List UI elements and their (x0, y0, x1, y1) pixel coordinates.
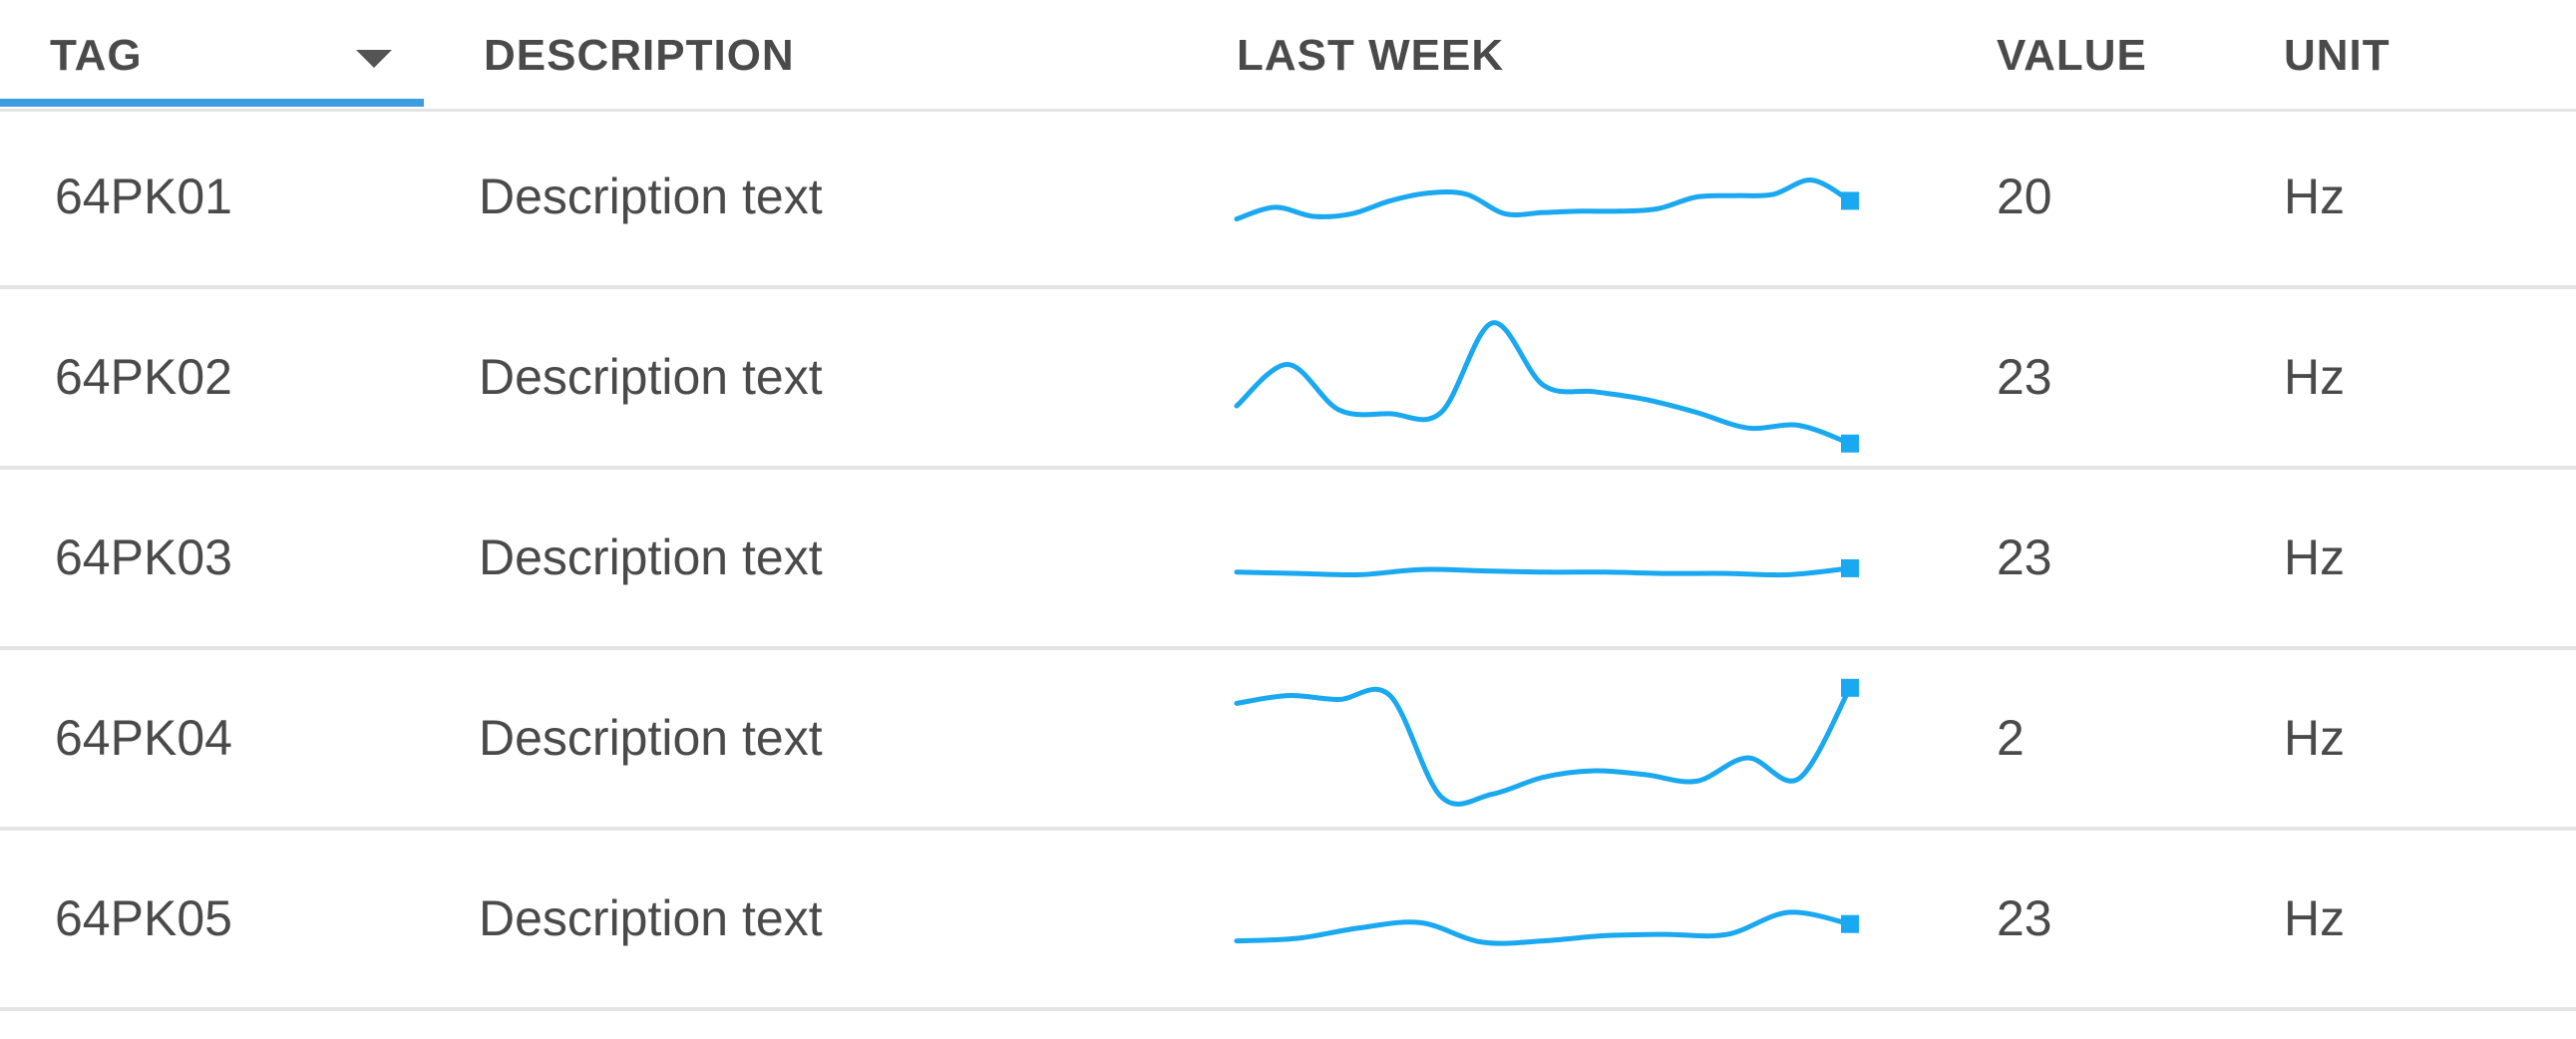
sparkline (1234, 678, 1859, 807)
column-header-value[interactable]: VALUE (1997, 31, 2147, 80)
table-row[interactable]: 64PK05 Description text 23 Hz (0, 831, 2576, 1011)
sparkline-end-marker (1841, 558, 1859, 577)
sparkline-line (1234, 565, 1853, 578)
value-cell: 23 (1997, 529, 2052, 585)
tag-cell: 64PK04 (55, 710, 232, 766)
description-cell: Description text (479, 169, 823, 224)
column-header-unit[interactable]: UNIT (2284, 31, 2391, 80)
unit-cell: Hz (2284, 890, 2346, 946)
sparkline-line (1234, 685, 1853, 807)
unit-cell: Hz (2284, 529, 2346, 585)
tag-cell: 64PK05 (55, 890, 232, 946)
sparkline-end-marker (1841, 434, 1859, 453)
unit-cell: Hz (2284, 349, 2346, 405)
sparkline-end-marker (1841, 678, 1859, 697)
value-cell: 20 (1997, 169, 2052, 224)
sparkline-line (1234, 177, 1853, 222)
sparkline (1234, 177, 1859, 222)
description-cell: Description text (479, 529, 823, 585)
column-header-last-week[interactable]: LAST WEEK (1237, 31, 1505, 80)
value-cell: 23 (1997, 890, 2052, 946)
sparkline (1234, 909, 1859, 946)
value-cell: 2 (1997, 710, 2024, 766)
table-header: TAG DESCRIPTION LAST WEEK VALUE UNIT (0, 0, 2576, 112)
table-row[interactable]: 64PK02 Description text 23 Hz (0, 289, 2576, 470)
table-row[interactable]: 64PK01 Description text 20 Hz (0, 109, 2576, 289)
sparkline-line (1234, 320, 1853, 447)
tag-cell: 64PK03 (55, 529, 232, 585)
sparkline (1234, 320, 1859, 453)
description-cell: Description text (479, 349, 823, 405)
sparkline-end-marker (1841, 191, 1859, 210)
sparkline (1234, 558, 1859, 578)
table-row[interactable]: 64PK03 Description text 23 Hz (0, 470, 2576, 650)
active-sort-indicator (0, 99, 424, 107)
unit-cell: Hz (2284, 710, 2346, 766)
description-cell: Description text (479, 890, 823, 946)
sparkline-line (1234, 909, 1853, 946)
value-cell: 23 (1997, 349, 2052, 405)
sparkline-end-marker (1841, 914, 1859, 933)
table-row[interactable]: 64PK04 Description text 2 Hz (0, 650, 2576, 831)
caret-down-icon[interactable] (356, 50, 392, 68)
column-header-description[interactable]: DESCRIPTION (484, 31, 795, 80)
description-cell: Description text (479, 710, 823, 766)
tag-cell: 64PK01 (55, 169, 232, 224)
tag-cell: 64PK02 (55, 349, 232, 405)
column-header-tag[interactable]: TAG (50, 31, 143, 80)
unit-cell: Hz (2284, 169, 2346, 224)
